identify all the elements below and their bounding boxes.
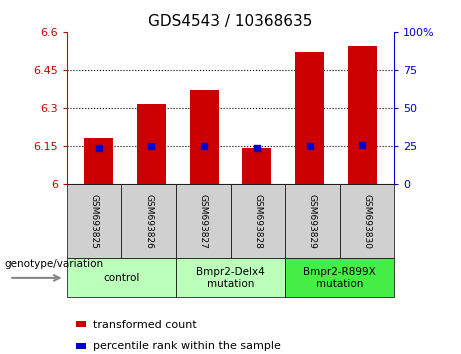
Text: GSM693828: GSM693828 — [253, 194, 262, 249]
Text: GSM693827: GSM693827 — [199, 194, 208, 249]
Bar — [348, 46, 377, 184]
Text: GSM693829: GSM693829 — [308, 194, 317, 249]
Text: GSM693826: GSM693826 — [144, 194, 153, 249]
Text: GSM693830: GSM693830 — [362, 194, 372, 249]
Text: Bmpr2-Delx4
mutation: Bmpr2-Delx4 mutation — [196, 267, 265, 289]
Text: transformed count: transformed count — [93, 320, 197, 330]
Bar — [189, 90, 219, 184]
Bar — [84, 138, 113, 184]
Text: genotype/variation: genotype/variation — [5, 259, 104, 269]
Bar — [295, 52, 324, 184]
Text: percentile rank within the sample: percentile rank within the sample — [93, 341, 281, 352]
Bar — [137, 104, 166, 184]
Title: GDS4543 / 10368635: GDS4543 / 10368635 — [148, 14, 313, 29]
Text: GSM693825: GSM693825 — [89, 194, 99, 249]
Text: control: control — [103, 273, 140, 283]
Bar — [242, 148, 272, 184]
Text: Bmpr2-R899X
mutation: Bmpr2-R899X mutation — [303, 267, 376, 289]
